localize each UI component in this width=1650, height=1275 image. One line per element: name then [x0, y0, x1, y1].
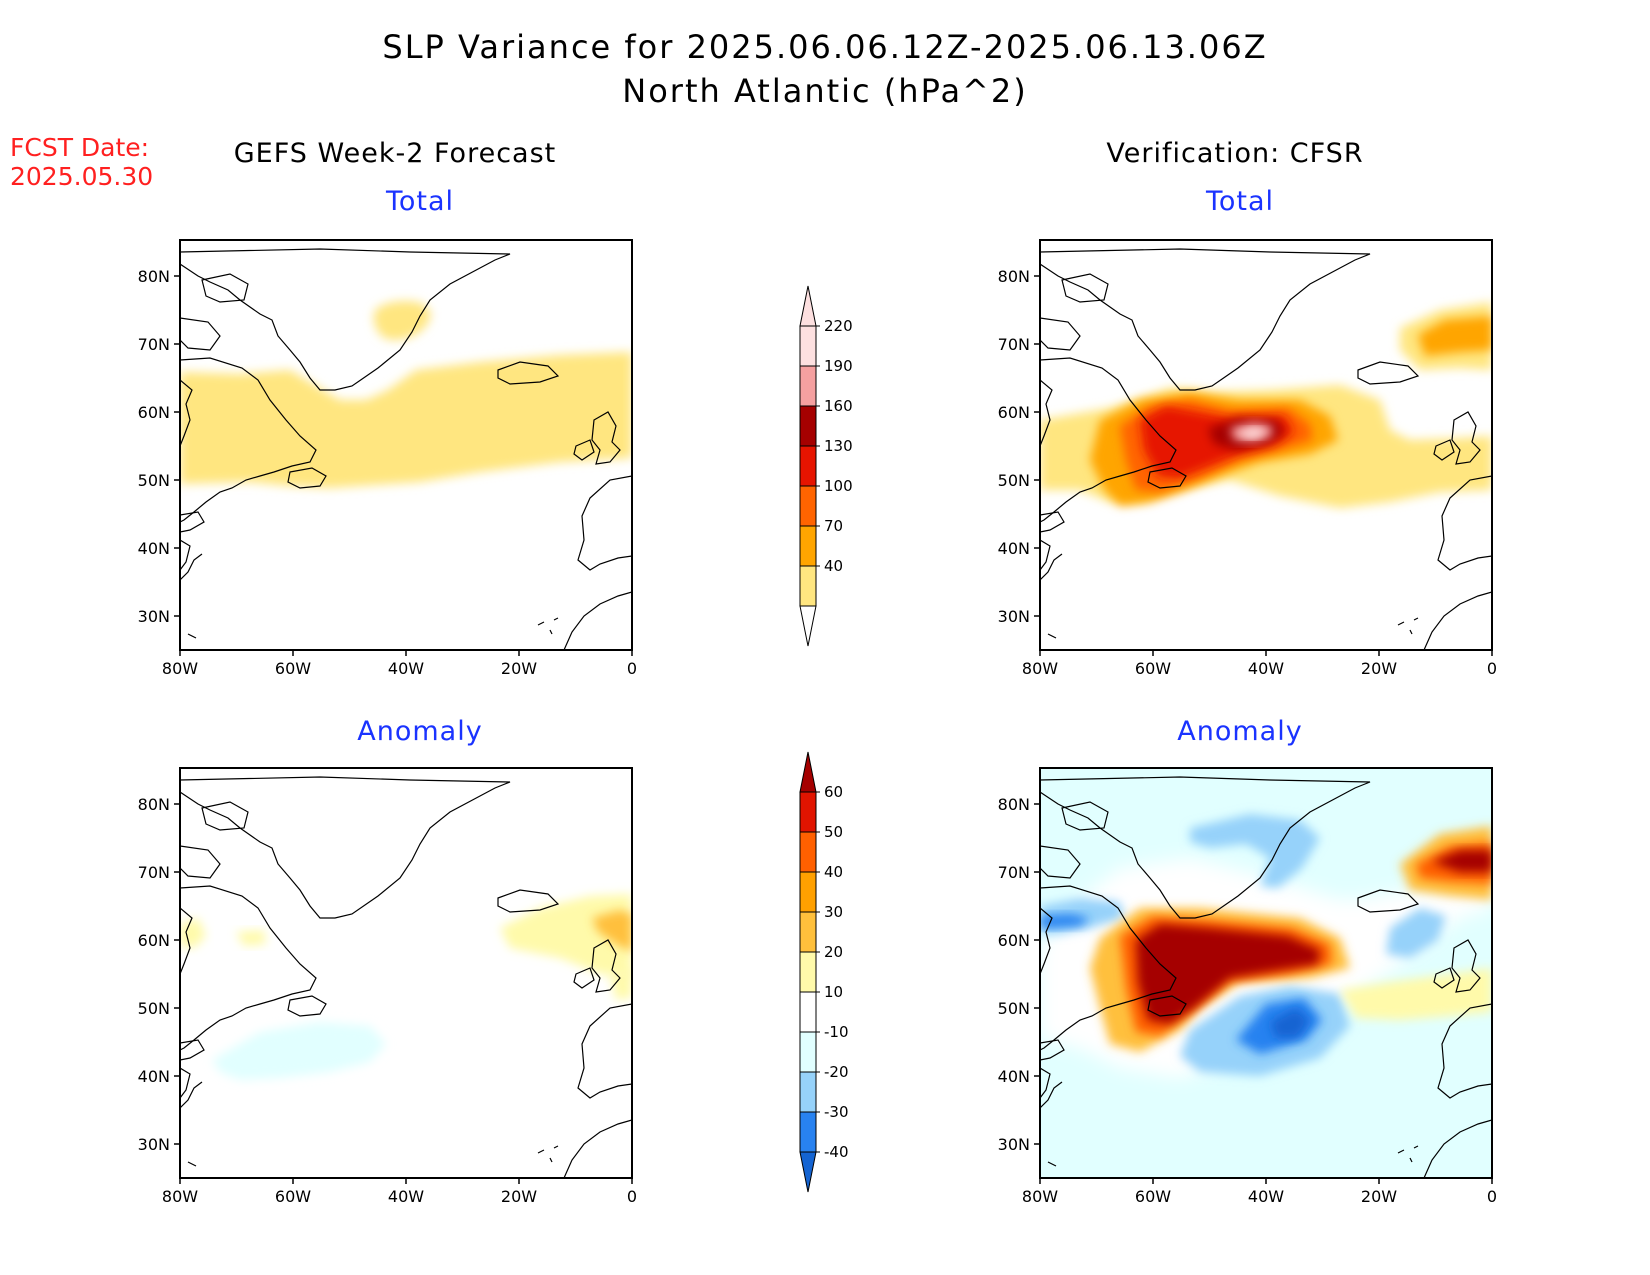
colorbar-label: -30: [824, 1103, 849, 1121]
lat-label-verification-total: 80N: [998, 267, 1030, 286]
lat-label-verification-anomaly: 70N: [998, 863, 1030, 882]
lon-label-verification-anomaly: 60W: [1135, 1187, 1171, 1206]
figure-title-line1: SLP Variance for 2025.06.06.12Z-2025.06.…: [382, 28, 1268, 66]
colorbar-segment: [799, 1071, 817, 1113]
colorbar-label: 100: [824, 477, 853, 495]
colorbar-segment: [799, 871, 817, 913]
colorbar-segment: [799, 405, 817, 447]
colorbar-segment: [799, 911, 817, 953]
colorbar-label: 20: [824, 943, 843, 961]
lat-label-verification-anomaly: 30N: [998, 1135, 1030, 1154]
lat-label-forecast-anomaly: 70N: [138, 863, 170, 882]
colorbar-label: -40: [824, 1143, 849, 1161]
fcst-label: FCST Date:: [10, 133, 150, 162]
lat-label-verification-total: 60N: [998, 403, 1030, 422]
lat-label-verification-total: 40N: [998, 539, 1030, 558]
map-verification-total: [1039, 239, 1493, 651]
colorbar-label: 130: [824, 437, 853, 455]
lon-label-forecast-total: 60W: [275, 659, 311, 678]
colorbar-label: 10: [824, 983, 843, 1001]
lat-label-forecast-anomaly: 30N: [138, 1135, 170, 1154]
colorbar-label: 220: [824, 317, 853, 335]
panel-title-forecast-total: Total: [385, 186, 455, 217]
colorbar-segment: [799, 325, 817, 367]
lon-label-forecast-total: 0: [627, 659, 637, 678]
lon-label-forecast-total: 80W: [162, 659, 198, 678]
colorbar-segment: [799, 1111, 817, 1153]
total-colorbar: 220 190 160 130 100 70 40: [799, 285, 853, 647]
colorbar-segment: [799, 445, 817, 487]
lon-label-forecast-anomaly: 0: [627, 1187, 637, 1206]
map-forecast-total: [179, 239, 633, 651]
lon-label-verification-anomaly: 20W: [1361, 1187, 1397, 1206]
lat-label-forecast-anomaly: 50N: [138, 999, 170, 1018]
lat-label-verification-anomaly: 60N: [998, 931, 1030, 950]
colorbar-label: 190: [824, 357, 853, 375]
colorbar-label: 40: [824, 863, 843, 881]
lon-label-verification-anomaly: 40W: [1248, 1187, 1284, 1206]
colorbar-lower-arrow: [799, 605, 817, 647]
lat-label-forecast-total: 50N: [138, 471, 170, 490]
colorbar-lower-arrow: [799, 1151, 817, 1193]
lon-label-verification-total: 80W: [1022, 659, 1058, 678]
lon-label-forecast-anomaly: 20W: [501, 1187, 537, 1206]
lat-label-verification-anomaly: 80N: [998, 795, 1030, 814]
colorbar-segment: [799, 565, 817, 607]
lon-label-verification-anomaly: 80W: [1022, 1187, 1058, 1206]
colorbar-label: 30: [824, 903, 843, 921]
anomaly-colorbar: 60 50 40 30 20 10 -10 -20 -30 -40: [799, 751, 849, 1193]
lat-label-verification-anomaly: 50N: [998, 999, 1030, 1018]
colorbar-segment: [799, 831, 817, 873]
colorbar-upper-arrow: [799, 751, 817, 793]
colorbar-label: -20: [824, 1063, 849, 1081]
lat-label-forecast-anomaly: 40N: [138, 1067, 170, 1086]
colorbar-segment: [799, 951, 817, 993]
lon-label-forecast-anomaly: 40W: [388, 1187, 424, 1206]
colorbar-upper-arrow: [799, 285, 817, 327]
fcst-date: 2025.05.30: [10, 162, 154, 191]
lat-label-forecast-anomaly: 80N: [138, 795, 170, 814]
colorbar-label: 40: [824, 557, 843, 575]
figure-title-line2: North Atlantic (hPa^2): [622, 72, 1028, 110]
panel-title-forecast-anomaly: Anomaly: [357, 716, 483, 747]
lon-label-verification-total: 0: [1487, 659, 1497, 678]
map-verification-anomaly: [1039, 767, 1493, 1179]
colorbar-segment: [799, 525, 817, 567]
lon-label-verification-anomaly: 0: [1487, 1187, 1497, 1206]
lon-label-forecast-total: 40W: [388, 659, 424, 678]
lat-label-forecast-total: 70N: [138, 335, 170, 354]
colorbar-segment: [799, 1031, 817, 1073]
panel-title-verification-anomaly: Anomaly: [1177, 716, 1303, 747]
lon-label-verification-total: 20W: [1361, 659, 1397, 678]
left-column-title: GEFS Week-2 Forecast: [233, 138, 557, 169]
lon-label-verification-total: 60W: [1135, 659, 1171, 678]
lon-label-verification-total: 40W: [1248, 659, 1284, 678]
map-axes: 80N 70N 60N 50N 40N 30N 80W 60W 40W 20W 0 80N 70N 60N…: [138, 267, 1497, 1206]
lat-label-verification-total: 30N: [998, 607, 1030, 626]
lat-label-forecast-total: 80N: [138, 267, 170, 286]
lat-label-verification-total: 70N: [998, 335, 1030, 354]
panel-title-verification-total: Total: [1205, 186, 1275, 217]
lat-label-forecast-total: 60N: [138, 403, 170, 422]
colorbar-label: 60: [824, 783, 843, 801]
colorbar-segment: [799, 791, 817, 833]
lon-label-forecast-anomaly: 60W: [275, 1187, 311, 1206]
lat-label-forecast-total: 40N: [138, 539, 170, 558]
colorbar-label: 160: [824, 397, 853, 415]
lon-label-forecast-total: 20W: [501, 659, 537, 678]
lat-label-verification-anomaly: 40N: [998, 1067, 1030, 1086]
lat-label-forecast-anomaly: 60N: [138, 931, 170, 950]
colorbar-segment: [799, 365, 817, 407]
lat-label-verification-total: 50N: [998, 471, 1030, 490]
colorbar-label: -10: [824, 1023, 849, 1041]
lon-label-forecast-anomaly: 80W: [162, 1187, 198, 1206]
colorbar-label: 50: [824, 823, 843, 841]
colorbar-label: 70: [824, 517, 843, 535]
map-forecast-anomaly: [179, 767, 633, 1179]
colorbar-segment: [799, 485, 817, 527]
lat-label-forecast-total: 30N: [138, 607, 170, 626]
right-column-title: Verification: CFSR: [1106, 138, 1364, 169]
colorbar-segment: [799, 991, 817, 1033]
